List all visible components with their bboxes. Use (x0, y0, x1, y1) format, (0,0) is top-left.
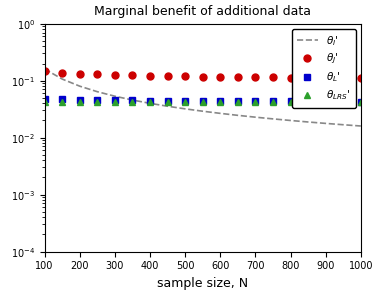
Title: Marginal benefit of additional data: Marginal benefit of additional data (94, 5, 311, 18)
$\theta_J$' (60, 71, 64, 75)
$\theta_{LRS}$' (306, 100, 310, 103)
$\theta_{LRS}$' (60, 100, 64, 103)
$\theta_J$' (235, 75, 240, 79)
$\theta_L$' (253, 99, 258, 103)
$\theta_L$' (60, 98, 64, 101)
$\theta_{LRS}$' (183, 100, 187, 103)
Line: $\theta_I$': $\theta_I$' (45, 69, 361, 126)
$\theta_I$' (166, 104, 170, 108)
$\theta_L$' (359, 100, 363, 103)
$\theta_I$' (271, 117, 275, 121)
$\theta_{LRS}$' (253, 100, 258, 103)
$\theta_I$' (95, 90, 100, 94)
$\theta_J$' (271, 76, 275, 79)
$\theta_L$' (288, 100, 293, 103)
$\theta_J$' (148, 74, 152, 77)
$\theta_L$' (166, 99, 170, 102)
$\theta_L$' (235, 99, 240, 103)
$\theta_L$' (130, 99, 135, 102)
$\theta_J$' (306, 76, 310, 80)
$\theta_I$' (288, 119, 293, 122)
$\theta_L$' (201, 99, 205, 103)
$\theta_I$' (324, 122, 328, 125)
$\theta_{LRS}$' (42, 100, 47, 103)
$\theta_J$' (95, 73, 100, 76)
$\theta_J$' (183, 75, 187, 78)
$\theta_J$' (166, 74, 170, 78)
$\theta_J$' (201, 75, 205, 78)
$\theta_I$' (341, 123, 346, 126)
$\theta_{LRS}$' (271, 100, 275, 103)
$\theta_L$' (306, 100, 310, 103)
$\theta_I$' (148, 102, 152, 105)
$\theta_L$' (113, 98, 117, 102)
$\theta_J$' (288, 76, 293, 79)
$\theta_L$' (271, 99, 275, 103)
$\theta_J$' (324, 76, 328, 80)
$\theta_J$' (218, 75, 222, 78)
$\theta_{LRS}$' (201, 100, 205, 103)
$\theta_I$' (201, 110, 205, 113)
$\theta_L$' (183, 99, 187, 103)
$\theta_J$' (253, 75, 258, 79)
$\theta_{LRS}$' (130, 100, 135, 103)
$\theta_I$' (42, 67, 47, 71)
$\theta_I$' (235, 114, 240, 117)
$\theta_{LRS}$' (288, 100, 293, 103)
X-axis label: sample size, N: sample size, N (157, 277, 248, 290)
Line: $\theta_J$': $\theta_J$' (41, 68, 364, 82)
$\theta_J$' (77, 72, 82, 75)
$\theta_L$' (42, 97, 47, 101)
$\theta_{LRS}$' (148, 100, 152, 103)
$\theta_{LRS}$' (218, 100, 222, 103)
Line: $\theta_{LRS}$': $\theta_{LRS}$' (41, 98, 364, 105)
$\theta_J$' (341, 76, 346, 80)
$\theta_L$' (77, 98, 82, 102)
$\theta_{LRS}$' (324, 100, 328, 103)
$\theta_{LRS}$' (341, 100, 346, 103)
$\theta_I$' (77, 84, 82, 88)
$\theta_{LRS}$' (113, 100, 117, 103)
$\theta_{LRS}$' (235, 100, 240, 103)
Line: $\theta_L$': $\theta_L$' (42, 96, 363, 104)
$\theta_I$' (183, 107, 187, 111)
$\theta_{LRS}$' (166, 100, 170, 103)
$\theta_{LRS}$' (95, 100, 100, 103)
$\theta_I$' (130, 98, 135, 102)
$\theta_I$' (359, 124, 363, 128)
$\theta_I$' (113, 94, 117, 98)
$\theta_J$' (130, 73, 135, 77)
$\theta_I$' (306, 120, 310, 124)
$\theta_{LRS}$' (359, 100, 363, 103)
$\theta_J$' (113, 73, 117, 76)
$\theta_L$' (341, 100, 346, 103)
$\theta_J$' (42, 70, 47, 73)
$\theta_{LRS}$' (77, 100, 82, 103)
$\theta_L$' (218, 99, 222, 103)
$\theta_L$' (148, 99, 152, 102)
$\theta_L$' (324, 100, 328, 103)
Legend: $\theta_I$', $\theta_J$', $\theta_L$', $\theta_{LRS}$': $\theta_I$', $\theta_J$', $\theta_L$', $… (292, 29, 356, 108)
$\theta_I$' (218, 112, 222, 115)
$\theta_J$' (359, 77, 363, 80)
$\theta_I$' (60, 77, 64, 81)
$\theta_L$' (95, 98, 100, 102)
$\theta_I$' (253, 115, 258, 119)
